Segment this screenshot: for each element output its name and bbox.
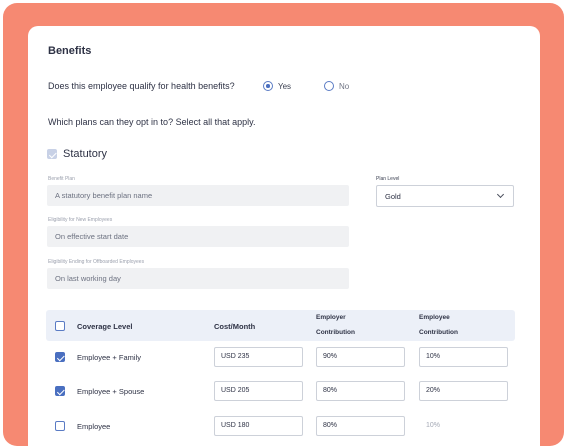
table-row: Employee + Family USD 235 90% 10% [46, 346, 515, 368]
section-title: Benefits [48, 45, 92, 57]
radio-yes-indicator[interactable] [263, 81, 273, 91]
header-employee-bottom: Contribution [419, 329, 458, 336]
row-coverage: Employee [77, 422, 111, 431]
employee-contribution-input[interactable]: 10% [419, 416, 508, 436]
eligibility-ending-label: Eligibility Ending for Offboarded Employ… [48, 259, 145, 265]
header-employer-bottom: Contribution [316, 329, 355, 336]
cost-input[interactable]: USD 205 [214, 381, 303, 401]
header-employer-top: Employer [316, 314, 346, 321]
radio-no-indicator[interactable] [324, 81, 334, 91]
plans-question: Which plans can they opt in to? Select a… [48, 117, 256, 127]
statutory-label: Statutory [63, 148, 108, 160]
row-checkbox[interactable] [55, 352, 65, 362]
employee-contribution-input[interactable]: 10% [419, 347, 508, 367]
plan-level-select[interactable]: Gold [376, 185, 514, 207]
employer-contribution-input[interactable]: 90% [316, 347, 405, 367]
row-coverage: Employee + Family [77, 353, 141, 362]
eligibility-new-field[interactable]: On effective start date [47, 226, 349, 247]
header-employee-top: Employee [419, 314, 450, 321]
chevron-down-icon [496, 190, 505, 199]
benefit-plan-label: Benefit Plan [48, 176, 75, 182]
plan-level-value: Gold [385, 192, 401, 201]
row-coverage: Employee + Spouse [77, 387, 145, 396]
radio-no[interactable]: No [324, 81, 364, 93]
cost-input[interactable]: USD 235 [214, 347, 303, 367]
benefit-plan-field[interactable]: A statutory benefit plan name [47, 185, 349, 206]
eligibility-new-label: Eligibility for New Employees [48, 217, 113, 223]
employer-contribution-input[interactable]: 80% [316, 381, 405, 401]
plan-level-label: Plan Level [376, 176, 400, 182]
table-row: Employee + Spouse USD 205 80% 20% [46, 380, 515, 402]
radio-no-label: No [339, 82, 350, 91]
radio-yes-label: Yes [278, 82, 292, 91]
header-cost: Cost/Month [214, 322, 256, 331]
table-header: Coverage Level Cost/Month Employer Contr… [46, 310, 515, 341]
statutory-checkbox[interactable] [47, 149, 57, 159]
table-row: Employee USD 180 80% 10% [46, 415, 515, 437]
employee-contribution-input[interactable]: 20% [419, 381, 508, 401]
benefits-card: Benefits Does this employee qualify for … [28, 26, 540, 446]
select-all-checkbox[interactable] [55, 321, 65, 331]
row-checkbox[interactable] [55, 386, 65, 396]
header-coverage: Coverage Level [77, 322, 133, 331]
radio-yes[interactable]: Yes [263, 81, 303, 93]
cost-input[interactable]: USD 180 [214, 416, 303, 436]
employer-contribution-input[interactable]: 80% [316, 416, 405, 436]
qualify-question: Does this employee qualify for health be… [48, 81, 235, 91]
row-checkbox[interactable] [55, 421, 65, 431]
eligibility-ending-field[interactable]: On last working day [47, 268, 349, 289]
